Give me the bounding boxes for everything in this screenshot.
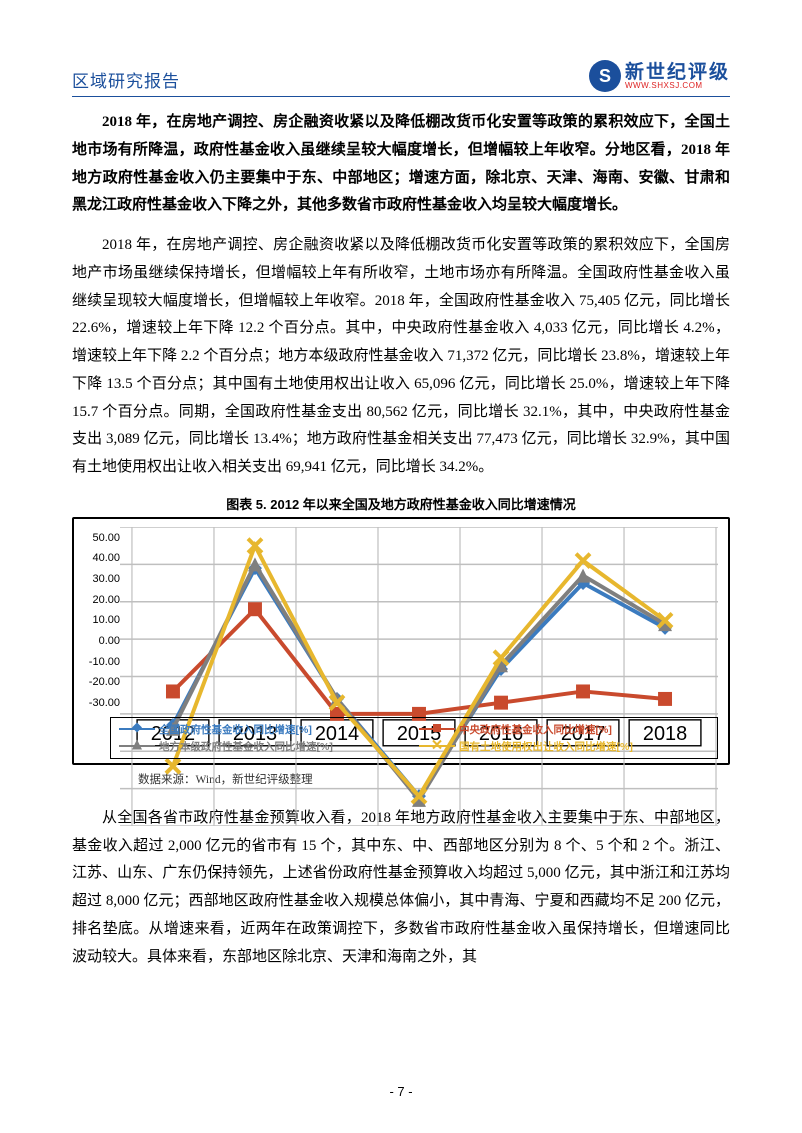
legend-item: 地方本级政府性基金收入同比增速[%] — [119, 739, 409, 754]
header-title: 区域研究报告 — [72, 67, 180, 92]
legend-item: 国有土地使用权出让收入同比增速[%] — [419, 739, 709, 754]
line-chart: 50.0040.0030.0020.0010.000.00-10.00-20.0… — [72, 517, 730, 765]
brand-logo: S 新世纪评级 WWW.SHXSJ.COM — [589, 60, 730, 92]
logo-chinese: 新世纪评级 — [625, 63, 730, 82]
page-header: 区域研究报告 S 新世纪评级 WWW.SHXSJ.COM — [72, 60, 730, 97]
body-paragraph-2: 从全国各省市政府性基金预算收入看，2018 年地方政府性基金收入主要集中于东、中… — [72, 805, 730, 972]
logo-url: WWW.SHXSJ.COM — [625, 82, 730, 90]
chart-legend: 全国政府性基金收入同比增速[%] 中央政府性基金收入同比增速[%] 地方本级政府性基… — [110, 717, 718, 759]
legend-item: 中央政府性基金收入同比增速[%] — [419, 722, 709, 737]
chart-plot-area: 2012201320142015201620172018 — [120, 527, 718, 826]
legend-item: 全国政府性基金收入同比增速[%] — [119, 722, 409, 737]
body-paragraph-1: 2018 年，在房地产调控、房企融资收紧以及降低棚改货币化安置等政策的累积效应下… — [72, 232, 730, 482]
logo-text: 新世纪评级 WWW.SHXSJ.COM — [625, 63, 730, 90]
logo-icon: S — [589, 60, 621, 92]
y-axis-labels: 50.0040.0030.0020.0010.000.00-10.00-20.0… — [76, 527, 120, 703]
chart-title: 图表 5. 2012 年以来全国及地方政府性基金收入同比增速情况 — [72, 494, 730, 513]
summary-paragraph: 2018 年，在房地产调控、房企融资收紧以及降低棚改货币化安置等政策的累积效应下… — [72, 109, 730, 220]
page-number: - 7 - — [0, 1084, 802, 1099]
